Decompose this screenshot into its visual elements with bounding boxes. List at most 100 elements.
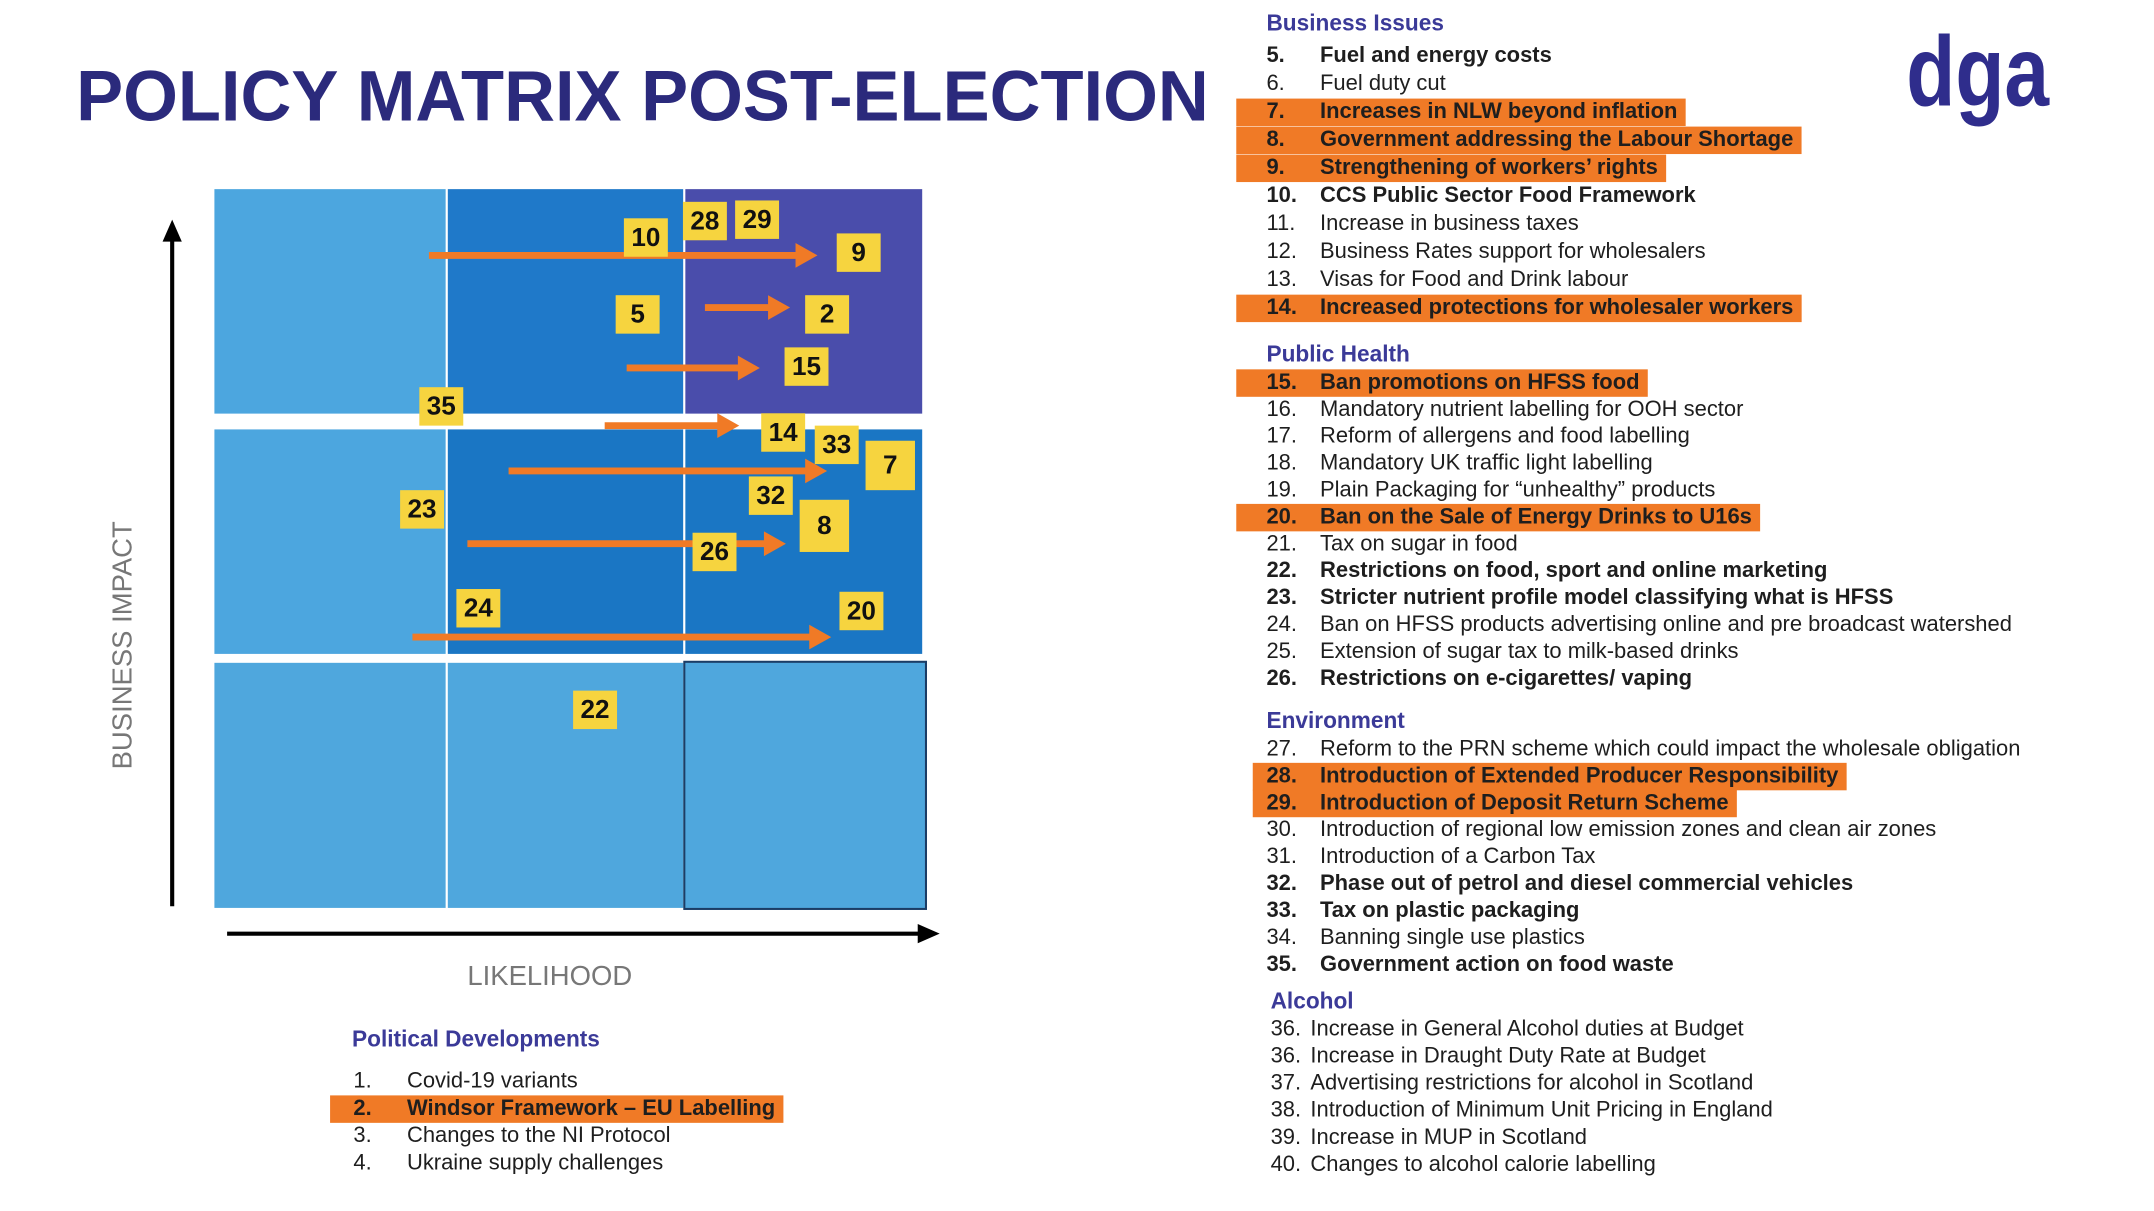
section-title: Environment xyxy=(1266,707,1405,733)
item-number: 39. xyxy=(1271,1124,1302,1149)
item-number: 20. xyxy=(1266,503,1297,528)
item-number: 22. xyxy=(1266,557,1297,582)
section-title: Political Developments xyxy=(352,1026,600,1052)
arrow-head xyxy=(737,355,760,381)
item-number: 8. xyxy=(1266,126,1284,151)
badge-label: 32 xyxy=(756,480,785,510)
item-number: 37. xyxy=(1271,1070,1302,1095)
item-text: Reform to the PRN scheme which could imp… xyxy=(1320,735,2020,760)
list-item: 27. Reform to the PRN scheme which could … xyxy=(1266,735,2020,760)
badge xyxy=(419,387,464,426)
item-text: Windsor Framework – EU Labelling xyxy=(407,1095,775,1120)
item-number: 32. xyxy=(1266,870,1297,895)
list-item: 4. Ukraine supply challenges xyxy=(353,1149,663,1174)
item-text: Business Rates support for wholesalers xyxy=(1320,238,1706,263)
item-text: Strengthening of workers’ rights xyxy=(1320,154,1658,179)
item-text: Introduction of a Carbon Tax xyxy=(1320,843,1595,868)
badge xyxy=(748,476,793,515)
arrow-head xyxy=(717,413,740,438)
badge xyxy=(865,440,915,491)
item-number: 21. xyxy=(1266,530,1297,555)
arrow-head xyxy=(768,295,791,320)
cell xyxy=(212,187,448,416)
item-text: Mandatory nutrient labelling for OOH sec… xyxy=(1320,396,1743,421)
badge xyxy=(799,499,850,552)
list-item: 40. Changes to alcohol calorie labelling xyxy=(1271,1151,1656,1176)
item-number: 36. xyxy=(1271,1043,1302,1068)
list-item: 34. Banning single use plastics xyxy=(1266,924,1584,949)
badge-label: 35 xyxy=(427,391,456,421)
badge xyxy=(814,425,859,465)
badge-label: 7 xyxy=(883,450,898,480)
item-number: 18. xyxy=(1266,450,1297,475)
item-text: Advertising restrictions for alcohol in … xyxy=(1310,1070,1753,1095)
x-axis-label: LIKELIHOOD xyxy=(467,960,632,991)
item-text: Restrictions on e-cigarettes/ vaping xyxy=(1320,665,1692,690)
item-number: 25. xyxy=(1266,638,1297,663)
arrowhead xyxy=(917,924,940,944)
item-number: 16. xyxy=(1266,396,1297,421)
item-text: Restrictions on food, sport and online m… xyxy=(1320,557,1827,582)
item-number: 4. xyxy=(353,1149,371,1174)
badge-label: 33 xyxy=(822,429,851,459)
arrow-head xyxy=(805,458,828,484)
item-text: Banning single use plastics xyxy=(1320,924,1585,949)
list-item: 14. Increased protections for wholesaler … xyxy=(1236,294,1802,323)
badge-label: 28 xyxy=(690,205,719,235)
item-number: 11. xyxy=(1266,210,1295,235)
list-item: 32. Phase out of petrol and diesel commer… xyxy=(1266,870,1853,895)
badge xyxy=(839,591,884,631)
item-number: 35. xyxy=(1266,951,1297,976)
badge-label: 15 xyxy=(792,351,821,381)
title: POLICY MATRIX POST-ELECTION xyxy=(76,56,1209,136)
item-number: 30. xyxy=(1266,816,1297,841)
item-number: 27. xyxy=(1266,735,1297,760)
cell xyxy=(212,660,448,910)
list-item: 13. Visas for Food and Drink labour xyxy=(1266,266,1628,291)
item-text: Changes to the NI Protocol xyxy=(407,1122,671,1147)
cell xyxy=(683,660,927,910)
list-item: 3. Changes to the NI Protocol xyxy=(353,1122,670,1147)
list-item: 24. Ban on HFSS products advertising onli… xyxy=(1266,611,2011,636)
item-text: Ban on HFSS products advertising online … xyxy=(1320,611,2012,636)
badge xyxy=(682,201,727,241)
item-number: 34. xyxy=(1266,924,1297,949)
list-item: 19. Plain Packaging for “unhealthy” produ… xyxy=(1266,477,1715,502)
item-text: Increase in Draught Duty Rate at Budget xyxy=(1310,1043,1705,1068)
lists: Political Developments 1. Covid-19 variant… xyxy=(330,10,2020,1176)
badge xyxy=(784,347,829,386)
item-text: CCS Public Sector Food Framework xyxy=(1320,182,1697,207)
item-number: 31. xyxy=(1266,843,1297,868)
list-item: 38. Introduction of Minimum Unit Pricing … xyxy=(1271,1097,1773,1122)
list-item: 25. Extension of sugar tax to milk-based … xyxy=(1266,638,1738,663)
badge-label: 5 xyxy=(630,299,645,329)
badge-label: 8 xyxy=(817,510,832,540)
list-item: 10. CCS Public Sector Food Framework xyxy=(1266,182,1696,207)
item-number: 14. xyxy=(1266,294,1297,319)
highlight xyxy=(1236,294,1802,323)
badge xyxy=(615,295,660,334)
list-item: 30. Introduction of regional low emission… xyxy=(1266,816,1936,841)
badge-label: 14 xyxy=(769,417,799,447)
arrow-head xyxy=(795,243,818,268)
badge xyxy=(735,200,780,239)
list-item: 15. Ban promotions on HFSS food xyxy=(1236,369,1648,397)
cell xyxy=(212,427,448,656)
item-text: Introduction of regional low emission zo… xyxy=(1320,816,1936,841)
item-text: Government addressing the Labour Shortag… xyxy=(1320,126,1793,151)
item-number: 10. xyxy=(1266,182,1297,207)
list-item: 9. Strengthening of workers’ rights xyxy=(1236,154,1667,183)
list-item: 17. Reform of allergens and food labellin… xyxy=(1266,423,1689,448)
list-item: 28. Introduction of Extended Producer Res… xyxy=(1252,762,1847,791)
highlight xyxy=(1236,503,1761,532)
item-text: Plain Packaging for “unhealthy” products xyxy=(1320,477,1715,502)
badge xyxy=(805,295,850,334)
list-item: 36. Increase in General Alcohol duties at… xyxy=(1271,1016,1744,1041)
list-item: 31. Introduction of a Carbon Tax xyxy=(1266,843,1595,868)
item-number: 19. xyxy=(1266,477,1297,502)
list-item: 5. Fuel and energy costs xyxy=(1266,42,1551,67)
item-text: Stricter nutrient profile model classify… xyxy=(1320,584,1893,609)
list-item: 37. Advertising restrictions for alcohol … xyxy=(1271,1070,1754,1095)
badge-label: 9 xyxy=(851,237,866,267)
item-text: Introduction of Extended Producer Respon… xyxy=(1320,762,1839,787)
